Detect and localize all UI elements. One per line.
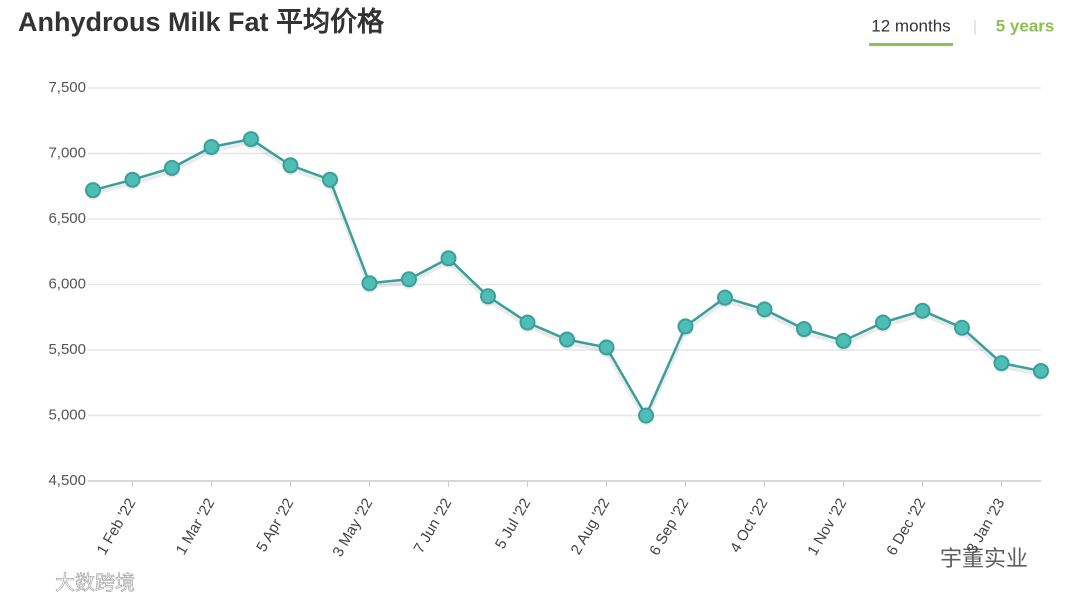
tab[interactable]: 12 months [871,16,950,35]
x-tick-label: 1 Nov '22 [804,495,850,558]
y-tick-label: 7,000 [48,144,86,161]
marker [124,171,141,188]
marker [361,275,378,292]
x-tick-label: 4 Oct '22 [727,495,772,555]
y-tick-label: 4,500 [48,472,86,489]
watermark: 宇董实业 [940,546,1028,571]
marker [677,318,694,335]
tab-separator: | [973,16,977,35]
chart-title: Anhydrous Milk Fat 平均价格 [18,7,385,37]
marker [1033,362,1049,379]
marker [598,339,615,356]
marker [796,321,812,338]
y-tick-label: 6,500 [48,210,86,227]
marker [638,407,654,424]
marker [954,319,970,336]
marker [203,138,220,155]
tab[interactable]: 5 years [996,16,1055,35]
marker [717,289,733,306]
marker [993,355,1010,372]
x-tick-label: 1 Mar '22 [173,495,219,557]
y-tick-label: 5,000 [48,406,86,423]
marker [756,301,773,318]
x-tick-label: 7 Jun '22 [410,495,455,556]
marker [164,159,180,176]
marker [243,131,259,148]
x-tick-label: 2 Aug '22 [568,495,614,557]
y-tick-label: 7,500 [48,79,86,96]
y-tick-label: 5,500 [48,341,86,358]
marker [835,332,852,349]
x-tick-label: 6 Sep '22 [646,495,692,558]
marker [875,314,891,331]
y-tick-label: 6,000 [48,275,86,292]
marker [559,331,575,348]
x-tick-label: 5 Apr '22 [253,495,297,554]
marker [519,314,536,331]
x-tick-label: 5 Jul '22 [492,495,534,551]
x-tick-label: 6 Dec '22 [883,495,929,558]
marker [440,250,457,267]
marker [322,171,338,188]
marker [282,157,299,174]
watermark: 大数跨境 [55,571,135,594]
marker [401,271,417,288]
x-tick-label: 1 Feb '22 [94,495,140,557]
marker [914,302,931,319]
x-tick-label: 3 May '22 [329,495,376,559]
marker [480,288,496,305]
line [92,137,1042,419]
marker [85,182,101,199]
tab-underline [869,43,953,46]
line-shadow [92,139,1042,424]
